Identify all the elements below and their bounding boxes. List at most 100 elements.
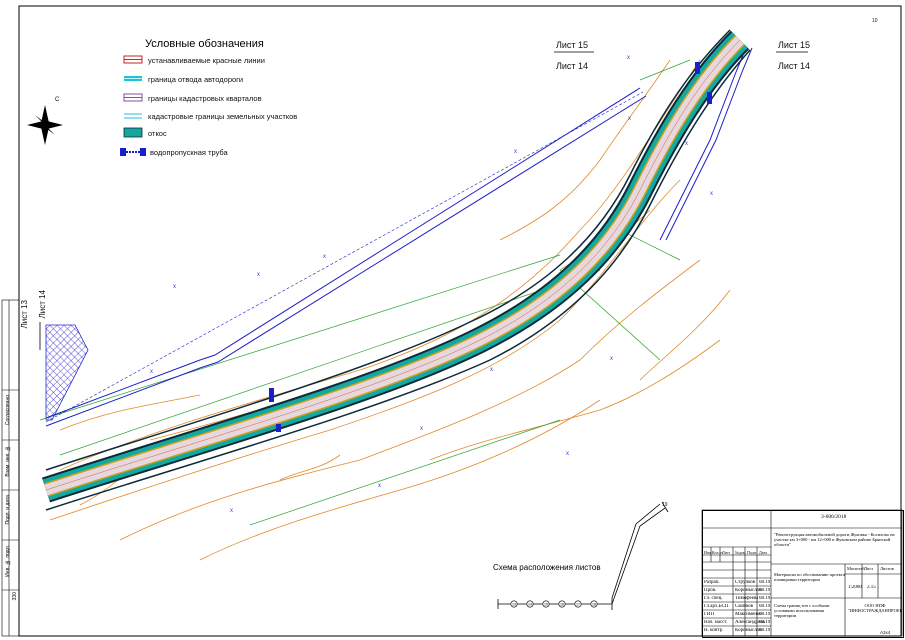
svg-text:x: x (514, 149, 517, 155)
scheme-tick-label: 17 (576, 603, 580, 607)
scheme-tick-label: 15 (544, 603, 548, 607)
svg-text:x: x (610, 356, 613, 362)
legend-label: кадастровые границы земельных участков (148, 111, 298, 121)
svg-text:x: x (628, 116, 631, 122)
project-title: "Реконструкция автомобильной дороги Жуко… (774, 532, 895, 547)
date: 08.19 (759, 588, 771, 593)
legend-label: устанавливаемые красные линии (148, 55, 265, 65)
legend-title: Условные обозначения (145, 38, 264, 50)
svg-text:C: C (55, 97, 60, 103)
col-sheet: Лист (864, 566, 874, 571)
scheme-tick-marker (526, 600, 534, 608)
svg-text:x: x (710, 191, 713, 197)
scheme-tick-label: 14 (528, 603, 532, 607)
sheet-number: 2.15 (867, 585, 876, 590)
date: 08.19 (759, 596, 771, 601)
scheme-tick-marker (590, 600, 598, 608)
stamp-agreed: Согласовано (5, 395, 11, 426)
scheme-tick-marker (558, 600, 566, 608)
role: Пров. (704, 588, 717, 593)
person: Александрова (735, 620, 765, 625)
scheme-tick-marker (510, 600, 518, 608)
role: Нач. масст. (704, 620, 728, 625)
sheet-label-top-left-lower: Лист 14 (556, 61, 589, 71)
role: Гл. спец. (704, 596, 723, 601)
legend-red-lines: устанавливаемые красные линии (148, 53, 265, 67)
left-stamp-strip (1, 299, 20, 637)
hdr-izm: Изм. (704, 550, 712, 555)
stamp-labels: Согласовано Взам. инв. № Подп. и дата Ин… (2, 300, 18, 635)
date: 08.19 (759, 604, 771, 609)
survey-marks: x x x x x x x x x x x x x x x (150, 55, 713, 514)
legend-culvert: водопропускная труба (150, 145, 228, 159)
title-block: 3-606/2018 "Реконструкция автомобильной … (702, 510, 904, 638)
north-arrow-icon: C (27, 97, 63, 145)
person: Максименко (735, 612, 762, 617)
svg-text:x: x (627, 55, 630, 61)
legend-label: водопропускная труба (150, 147, 228, 157)
sheet-label-top-right-lower: Лист 14 (778, 61, 811, 71)
hdr-ndok: №док. (735, 550, 746, 555)
legend-slope: откос (148, 126, 167, 140)
doc-title: Материалы по обоснованию проекта планиро… (774, 572, 845, 582)
stamp-sign-date: Подп. и дата (5, 495, 11, 525)
role: Разраб. (704, 580, 720, 585)
date: 08.19 (759, 580, 771, 585)
scheme-tick-label: 13 (512, 603, 516, 607)
role: Н. контр. (704, 628, 724, 633)
title-block-grid (701, 509, 903, 637)
hdr-data: Дата (759, 550, 767, 555)
date: 08.19 (759, 620, 771, 625)
legend-label: границы кадастровых кварталов (148, 93, 262, 103)
sheet-label-top-left-upper: Лист 15 (556, 40, 589, 50)
svg-text:x: x (257, 272, 260, 278)
svg-text:x: x (685, 141, 688, 147)
date: 08.19 (759, 612, 771, 617)
sheet-label-top-right-upper: Лист 15 (778, 40, 811, 50)
legend-road-boundary: граница отвода автодороги (148, 72, 243, 86)
svg-text:x: x (173, 284, 176, 290)
scale-value: 1:2000 (848, 585, 862, 590)
drawing-title: Схема границ зон с особыми условиями исп… (774, 603, 830, 618)
legend-cadastral-quarters: границы кадастровых кварталов (148, 91, 262, 105)
sheet-label-left-lower: Лист 14 (38, 290, 47, 319)
legend-swatches (120, 55, 146, 156)
scheme-end-label: 19 (662, 502, 668, 508)
legend-label: откос (148, 128, 167, 138)
col-sheets: Листов (880, 566, 894, 571)
legend-land-plots: кадастровые границы земельных участков (148, 109, 297, 123)
scheme-title: Схема расположения листов (493, 563, 601, 572)
date: 08.19 (759, 628, 771, 633)
person: Коромыслов (735, 588, 762, 593)
sheet-layout-scheme (497, 501, 669, 610)
scheme-tick-marker (574, 600, 582, 608)
organization: ООО НПФ "ИНФОСТРАЖДАНПРОЕКТ" (848, 603, 902, 613)
scheme-tick-label: 16 (560, 603, 564, 607)
svg-text:x: x (490, 367, 493, 373)
svg-text:x: x (378, 483, 381, 489)
person: Тимофеева (735, 596, 759, 601)
culverts (269, 62, 712, 432)
scheme-ticks: 13 14 15 16 17 18 (510, 600, 598, 608)
svg-text:x: x (150, 369, 153, 375)
sheet-label-left-upper: Лист 13 (20, 300, 29, 329)
person: Стручков (735, 580, 755, 585)
person: Смачков (735, 604, 754, 609)
svg-text:x: x (323, 254, 326, 260)
scheme-tick-label: 18 (592, 603, 596, 607)
stamp-replace-inv: Взам. инв. № (5, 445, 11, 477)
svg-text:x: x (420, 426, 423, 432)
role: ГИП (704, 612, 715, 617)
stamp-number: 330 (12, 592, 18, 601)
svg-text:x: x (230, 508, 233, 514)
hdr-podp: Подп. (747, 550, 757, 555)
corner-mark: 10 (872, 18, 878, 24)
sheet-division-lines (39, 51, 808, 350)
role: Гл.арх.БСП (704, 604, 729, 609)
hdr-koluch: Кол.уч (712, 550, 724, 555)
road-corridor (41, 29, 751, 511)
person: Коромыслов (735, 628, 762, 633)
hdr-list: Лист (722, 550, 731, 555)
scheme-tick-marker (542, 600, 550, 608)
